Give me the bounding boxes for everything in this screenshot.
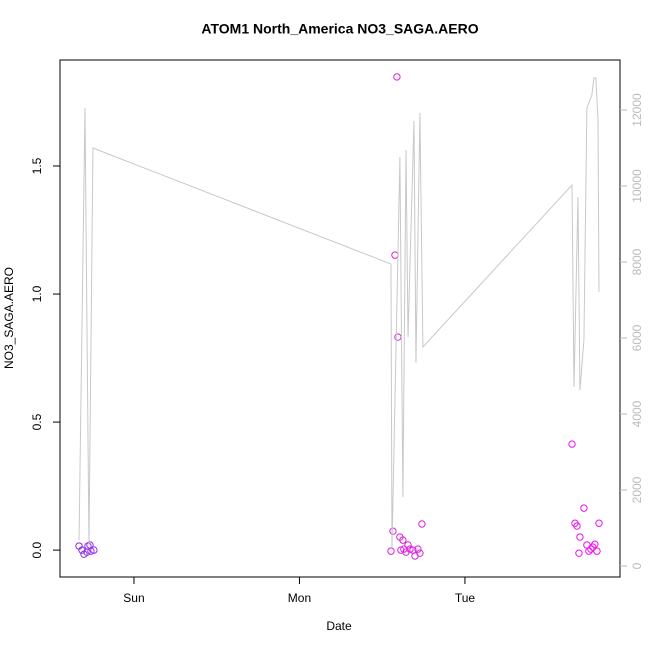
point xyxy=(591,540,599,548)
point xyxy=(78,546,86,554)
point xyxy=(573,522,581,530)
x-axis-label: Date xyxy=(326,619,352,633)
y-tick-label: 1.5 xyxy=(30,157,44,174)
point xyxy=(580,504,588,512)
point xyxy=(575,549,583,557)
plot-frame xyxy=(59,59,621,578)
y2-tick-label: 0 xyxy=(630,562,644,569)
chart-title: ATOM1 North_America NO3_SAGA.AERO xyxy=(201,21,478,37)
point xyxy=(576,533,584,541)
y-tick-label: 0.5 xyxy=(30,413,44,430)
x-tick-label: Sun xyxy=(123,591,144,605)
y2-tick-label: 2000 xyxy=(630,476,644,503)
point xyxy=(391,251,399,259)
point xyxy=(416,549,424,557)
point xyxy=(90,546,98,554)
point xyxy=(593,547,601,555)
point xyxy=(583,541,591,549)
point xyxy=(394,333,402,341)
line xyxy=(78,77,600,548)
point xyxy=(418,520,426,528)
point xyxy=(399,536,407,544)
y2-tick-label: 8000 xyxy=(630,248,644,275)
point xyxy=(387,547,395,555)
x-tick-label: Mon xyxy=(288,591,311,605)
point xyxy=(595,519,603,527)
y-tick-label: 1.0 xyxy=(30,285,44,302)
y-tick-label: 0.0 xyxy=(30,541,44,558)
y2-tick-label: 12000 xyxy=(630,93,644,127)
y2-tick-label: 4000 xyxy=(630,400,644,427)
x-tick-label: Tue xyxy=(455,591,476,605)
point xyxy=(568,440,576,448)
point xyxy=(393,73,401,81)
point xyxy=(404,541,412,549)
y-axis-label: NO3_SAGA.AERO xyxy=(2,267,16,369)
y2-tick-label: 6000 xyxy=(630,324,644,351)
point xyxy=(414,545,422,553)
point xyxy=(585,547,593,555)
y2-tick-label: 10000 xyxy=(630,169,644,203)
point xyxy=(389,527,397,535)
